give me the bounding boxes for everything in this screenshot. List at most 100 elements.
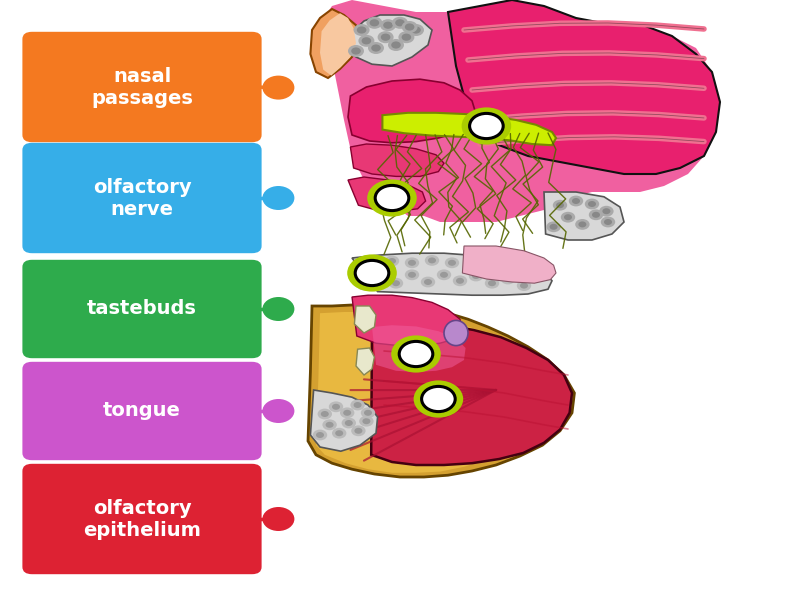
Circle shape	[392, 17, 408, 29]
Circle shape	[485, 263, 499, 274]
Circle shape	[262, 297, 294, 321]
Circle shape	[602, 208, 610, 214]
Circle shape	[585, 199, 599, 209]
Circle shape	[380, 19, 396, 31]
Circle shape	[332, 404, 340, 410]
Circle shape	[556, 202, 564, 208]
Circle shape	[465, 259, 479, 269]
Circle shape	[468, 261, 476, 267]
Circle shape	[425, 255, 439, 266]
FancyBboxPatch shape	[22, 464, 262, 574]
Circle shape	[388, 258, 396, 264]
Circle shape	[362, 418, 370, 424]
Circle shape	[364, 410, 372, 416]
Text: nasal
passages: nasal passages	[91, 67, 193, 107]
Circle shape	[453, 275, 467, 286]
Text: tongue: tongue	[103, 401, 181, 421]
Polygon shape	[346, 15, 432, 66]
Polygon shape	[356, 348, 374, 375]
Circle shape	[421, 277, 435, 287]
Circle shape	[546, 221, 561, 232]
Circle shape	[375, 185, 409, 211]
Circle shape	[392, 280, 400, 286]
Circle shape	[440, 272, 448, 278]
Circle shape	[578, 221, 586, 227]
Circle shape	[456, 278, 464, 284]
Polygon shape	[354, 306, 376, 333]
Circle shape	[335, 430, 343, 436]
FancyBboxPatch shape	[22, 362, 262, 460]
Circle shape	[553, 200, 567, 211]
Circle shape	[469, 271, 483, 281]
Circle shape	[361, 407, 375, 418]
Circle shape	[348, 45, 364, 57]
Circle shape	[368, 262, 376, 268]
Circle shape	[501, 274, 515, 284]
Circle shape	[624, 240, 800, 456]
FancyBboxPatch shape	[22, 32, 262, 142]
Circle shape	[343, 410, 351, 416]
Circle shape	[720, 312, 800, 384]
Circle shape	[405, 269, 419, 280]
Circle shape	[366, 17, 382, 29]
Circle shape	[408, 260, 416, 266]
Circle shape	[656, 264, 800, 432]
Circle shape	[628, 240, 800, 456]
Circle shape	[428, 257, 436, 263]
Circle shape	[345, 420, 353, 426]
Circle shape	[373, 271, 387, 281]
Circle shape	[688, 288, 800, 408]
Circle shape	[385, 256, 399, 266]
Circle shape	[318, 409, 332, 419]
Circle shape	[383, 22, 393, 29]
Circle shape	[391, 335, 441, 373]
Polygon shape	[382, 113, 556, 145]
Circle shape	[367, 179, 417, 217]
Circle shape	[448, 260, 456, 266]
Circle shape	[411, 26, 421, 34]
Circle shape	[402, 21, 418, 33]
Polygon shape	[324, 0, 720, 222]
Circle shape	[488, 280, 496, 286]
Circle shape	[329, 401, 343, 412]
Circle shape	[354, 428, 362, 434]
Polygon shape	[348, 79, 476, 143]
Circle shape	[524, 273, 532, 279]
Circle shape	[564, 214, 572, 220]
Circle shape	[316, 432, 324, 438]
Circle shape	[357, 280, 371, 290]
Circle shape	[592, 212, 600, 218]
Circle shape	[485, 278, 499, 289]
Circle shape	[359, 416, 374, 427]
Circle shape	[569, 196, 583, 206]
Circle shape	[342, 418, 356, 428]
Circle shape	[405, 257, 419, 268]
Circle shape	[351, 425, 366, 436]
Circle shape	[592, 216, 800, 480]
Polygon shape	[462, 246, 556, 283]
Text: tastebuds: tastebuds	[87, 299, 197, 319]
FancyBboxPatch shape	[22, 260, 262, 358]
Circle shape	[376, 273, 384, 279]
Circle shape	[716, 306, 800, 390]
Polygon shape	[730, 348, 748, 408]
Circle shape	[472, 273, 480, 279]
Circle shape	[262, 507, 294, 531]
Polygon shape	[310, 9, 360, 78]
Circle shape	[262, 186, 294, 210]
Circle shape	[332, 428, 346, 439]
Circle shape	[262, 76, 294, 100]
Circle shape	[504, 276, 512, 282]
Circle shape	[599, 206, 614, 217]
Circle shape	[321, 411, 329, 417]
Circle shape	[445, 257, 459, 268]
Polygon shape	[352, 295, 462, 346]
Circle shape	[424, 279, 432, 285]
Circle shape	[437, 269, 451, 280]
Circle shape	[388, 39, 404, 51]
Circle shape	[422, 386, 455, 412]
Circle shape	[358, 35, 374, 47]
Polygon shape	[352, 253, 552, 295]
Circle shape	[462, 107, 511, 145]
Polygon shape	[372, 325, 466, 372]
